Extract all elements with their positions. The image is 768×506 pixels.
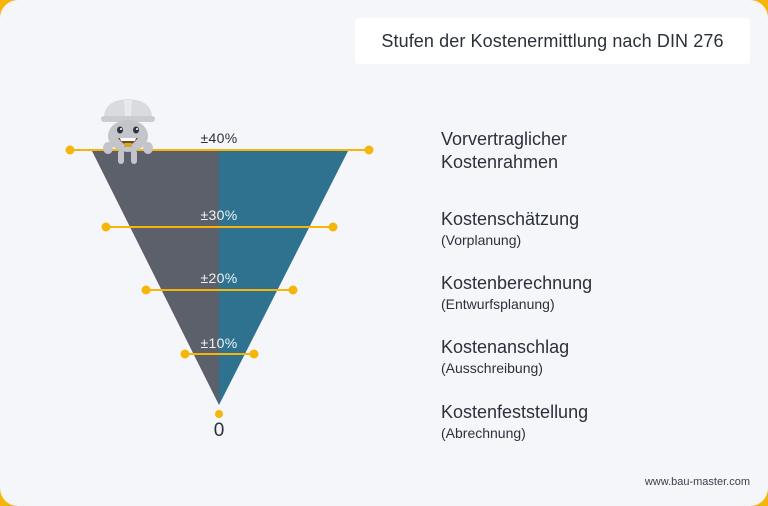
website-watermark: www.bau-master.com	[644, 476, 750, 488]
stage-detail: (Vorplanung)	[441, 232, 522, 248]
accuracy-label-20: ±20%	[200, 270, 238, 286]
stage-kostenrahmen: Vorvertraglicher Kostenrahmen	[441, 128, 567, 174]
funnel-left-half	[92, 151, 219, 405]
stage-name-line1: Vorvertraglicher	[441, 129, 568, 149]
accuracy-label-30: ±30%	[200, 207, 238, 223]
accuracy-label-40: ±40%	[200, 130, 238, 146]
construction-mascot-icon	[101, 99, 155, 164]
stage-kostenberechnung: Kostenberechnung (Entwurfsplanung)	[441, 272, 592, 313]
title-box: Stufen der Kostenermittlung nach DIN 276	[355, 18, 750, 64]
diagram-title: Stufen der Kostenermittlung nach DIN 276	[381, 30, 724, 51]
stage-kostenfeststellung: Kostenfeststellung (Abrechnung)	[441, 401, 588, 442]
apex-label: 0	[213, 420, 225, 441]
stage-name: Kostenberechnung	[441, 273, 593, 293]
stage-kostenanschlag: Kostenanschlag (Ausschreibung)	[441, 336, 569, 377]
accuracy-line-30	[101, 222, 338, 232]
accuracy-line-20	[141, 285, 298, 295]
funnel-right-half	[219, 151, 348, 405]
apex-dot	[215, 410, 223, 418]
stage-name: Kostenanschlag	[441, 337, 570, 357]
accuracy-line-10	[180, 349, 259, 359]
stage-detail: (Ausschreibung)	[441, 360, 543, 376]
stage-detail: (Entwurfsplanung)	[441, 296, 555, 312]
accuracy-label-10: ±10%	[200, 335, 238, 351]
stage-name: Kostenfeststellung	[441, 402, 589, 422]
stage-name-line2: Kostenrahmen	[441, 152, 559, 172]
stage-kostenschaetzung: Kostenschätzung (Vorplanung)	[441, 208, 579, 249]
stage-name: Kostenschätzung	[441, 209, 580, 229]
stage-detail: (Abrechnung)	[441, 425, 526, 441]
